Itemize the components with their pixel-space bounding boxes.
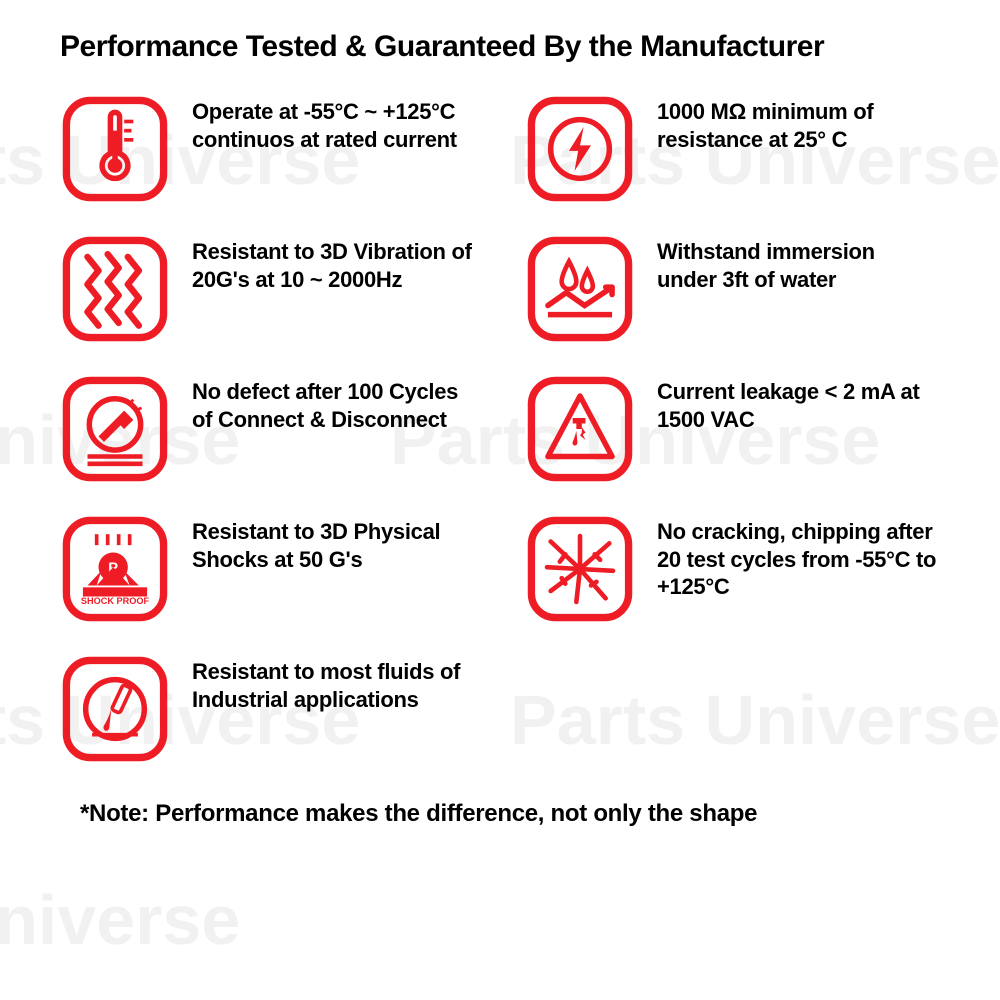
crack-icon xyxy=(525,514,635,624)
bolt-icon xyxy=(525,94,635,204)
feature-item: P SHOCK PROOF Resistant to 3D Physical S… xyxy=(60,514,475,624)
feature-item: No cracking, chipping after 20 test cycl… xyxy=(525,514,940,624)
water-icon xyxy=(525,234,635,344)
column-right: 1000 MΩ minimum of resistance at 25° C W… xyxy=(525,94,940,794)
feature-item: No defect after 100 Cycles of Connect & … xyxy=(60,374,475,484)
feature-text: 1000 MΩ minimum of resistance at 25° C xyxy=(657,94,940,153)
page-title: Performance Tested & Guaranteed By the M… xyxy=(60,30,940,64)
feature-text: Withstand immersion under 3ft of water xyxy=(657,234,940,293)
feature-item: Resistant to 3D Vibration of 20G's at 10… xyxy=(60,234,475,344)
shock-icon: P SHOCK PROOF xyxy=(60,514,170,624)
feature-text: Resistant to 3D Vibration of 20G's at 10… xyxy=(192,234,475,293)
feature-item: Operate at -55°C ~ +125°C continuos at r… xyxy=(60,94,475,204)
watermark: Parts Universe xyxy=(0,880,240,960)
feature-item: Resistant to most fluids of Industrial a… xyxy=(60,654,475,764)
vibration-icon xyxy=(60,234,170,344)
footnote: *Note: Performance makes the difference,… xyxy=(60,800,940,828)
thermometer-icon xyxy=(60,94,170,204)
feature-text: Operate at -55°C ~ +125°C continuos at r… xyxy=(192,94,475,153)
column-left: Operate at -55°C ~ +125°C continuos at r… xyxy=(60,94,475,794)
feature-text: No defect after 100 Cycles of Connect & … xyxy=(192,374,475,433)
feature-item: Current leakage < 2 mA at 1500 VAC xyxy=(525,374,940,484)
feature-columns: Operate at -55°C ~ +125°C continuos at r… xyxy=(60,94,940,794)
fluid-icon xyxy=(60,654,170,764)
feature-text: Resistant to most fluids of Industrial a… xyxy=(192,654,475,713)
feature-text: Resistant to 3D Physical Shocks at 50 G'… xyxy=(192,514,475,573)
feature-text: Current leakage < 2 mA at 1500 VAC xyxy=(657,374,940,433)
feature-item: Withstand immersion under 3ft of water xyxy=(525,234,940,344)
svg-text:SHOCK PROOF: SHOCK PROOF xyxy=(81,596,150,606)
feature-text: No cracking, chipping after 20 test cycl… xyxy=(657,514,940,601)
hammer-icon xyxy=(60,374,170,484)
feature-item: 1000 MΩ minimum of resistance at 25° C xyxy=(525,94,940,204)
leakage-icon xyxy=(525,374,635,484)
